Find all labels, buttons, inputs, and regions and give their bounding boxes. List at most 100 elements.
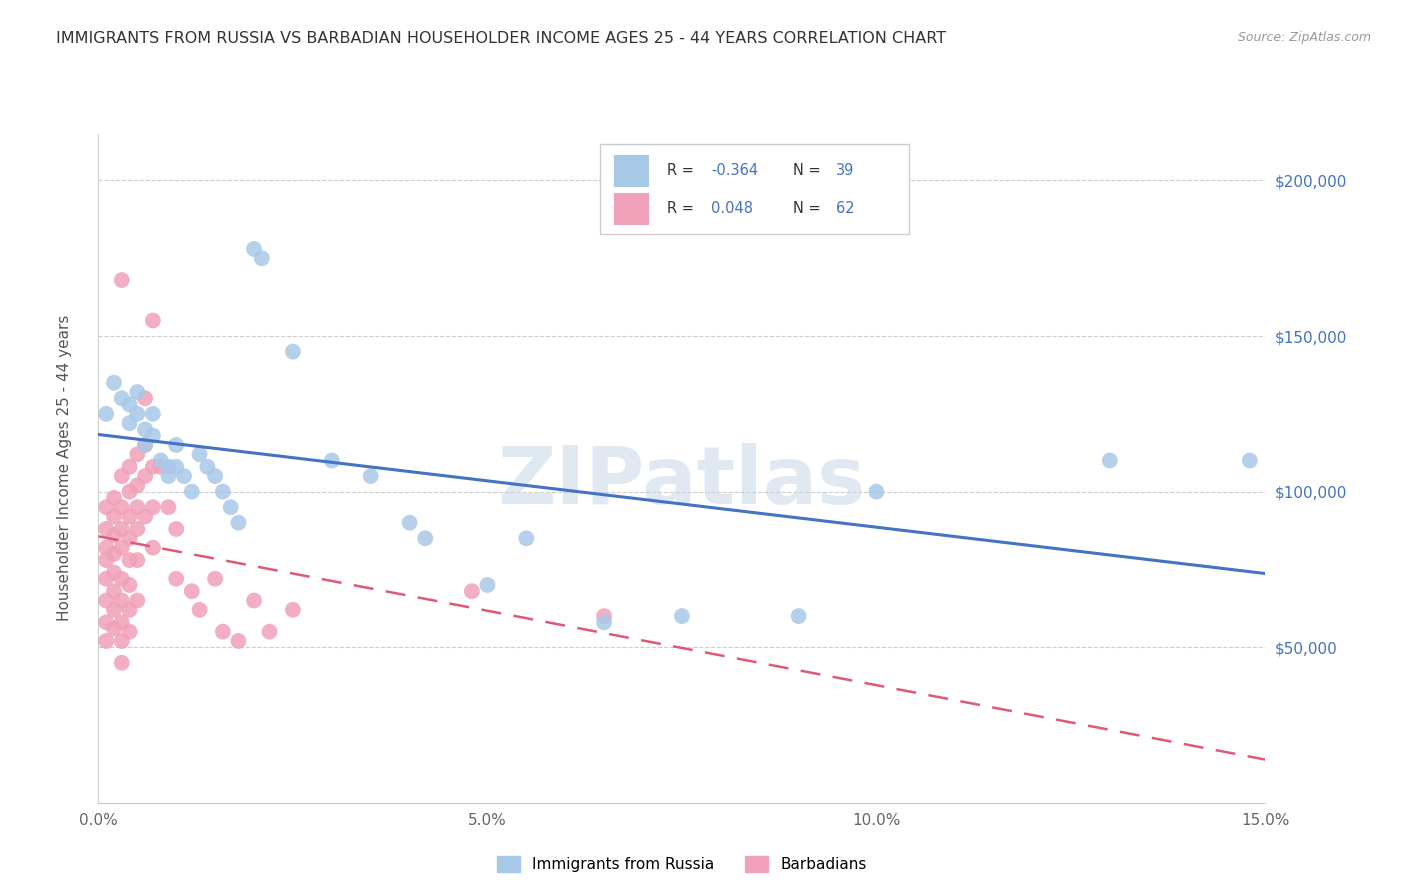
Point <box>111 593 134 607</box>
Point <box>111 469 134 483</box>
Point <box>127 407 149 421</box>
Point <box>96 541 118 555</box>
Point <box>142 407 165 421</box>
Point <box>127 500 149 515</box>
Point <box>118 397 141 411</box>
Point <box>157 469 180 483</box>
Point <box>103 376 125 390</box>
Point <box>477 578 499 592</box>
Point <box>103 547 125 561</box>
Text: N =: N = <box>793 163 825 178</box>
Point <box>165 459 187 474</box>
Point <box>173 469 195 483</box>
Point <box>103 566 125 580</box>
Point <box>103 603 125 617</box>
Text: 39: 39 <box>837 163 855 178</box>
Text: R =: R = <box>666 163 699 178</box>
Point <box>243 593 266 607</box>
Text: R =: R = <box>666 202 699 217</box>
Point <box>134 438 156 452</box>
Point <box>212 624 235 639</box>
Point <box>134 392 156 406</box>
Point <box>103 622 125 636</box>
Point <box>228 516 250 530</box>
Point <box>281 603 304 617</box>
Point <box>96 593 118 607</box>
Point <box>96 407 118 421</box>
Y-axis label: Householder Income Ages 25 - 44 years: Householder Income Ages 25 - 44 years <box>58 315 72 622</box>
Point <box>134 438 156 452</box>
Point <box>250 252 273 266</box>
Point <box>165 522 187 536</box>
Point <box>398 516 420 530</box>
Legend: Immigrants from Russia, Barbadians: Immigrants from Russia, Barbadians <box>498 856 866 872</box>
Point <box>96 572 118 586</box>
Point <box>96 500 118 515</box>
Point <box>118 509 141 524</box>
Point <box>127 478 149 492</box>
Point <box>111 273 134 287</box>
Point <box>118 484 141 499</box>
Point <box>103 491 125 505</box>
Point <box>281 344 304 359</box>
Point <box>111 615 134 630</box>
Point <box>118 531 141 545</box>
Point <box>787 609 810 624</box>
Text: -0.364: -0.364 <box>711 163 758 178</box>
Point <box>157 500 180 515</box>
Point <box>180 584 202 599</box>
Point <box>188 447 211 461</box>
Text: ZIPatlas: ZIPatlas <box>498 442 866 521</box>
Point <box>228 634 250 648</box>
Point <box>243 242 266 256</box>
Point <box>127 447 149 461</box>
Point <box>127 593 149 607</box>
Point <box>259 624 281 639</box>
Text: N =: N = <box>793 202 825 217</box>
Point <box>195 459 218 474</box>
Point <box>865 484 887 499</box>
Point <box>142 541 165 555</box>
Text: Source: ZipAtlas.com: Source: ZipAtlas.com <box>1237 31 1371 45</box>
Point <box>134 509 156 524</box>
Point <box>111 541 134 555</box>
Point <box>1239 453 1261 467</box>
Point <box>593 609 616 624</box>
Point <box>360 469 382 483</box>
Point <box>111 634 134 648</box>
Point <box>111 392 134 406</box>
Point <box>142 313 165 327</box>
Point <box>188 603 211 617</box>
Point <box>212 484 235 499</box>
Point <box>103 584 125 599</box>
Point <box>111 500 134 515</box>
Point <box>96 615 118 630</box>
Point <box>134 469 156 483</box>
Point <box>165 572 187 586</box>
Point <box>96 553 118 567</box>
Bar <box>600 144 910 235</box>
Point <box>96 634 118 648</box>
Point <box>111 572 134 586</box>
Point <box>118 624 141 639</box>
Point <box>118 578 141 592</box>
Point <box>118 459 141 474</box>
Point <box>180 484 202 499</box>
Point <box>103 509 125 524</box>
Point <box>671 609 693 624</box>
Point <box>461 584 484 599</box>
Point <box>142 459 165 474</box>
Point <box>118 416 141 430</box>
Point <box>118 603 141 617</box>
Point <box>204 469 226 483</box>
Bar <box>614 193 650 225</box>
Point <box>103 528 125 542</box>
Point <box>321 453 343 467</box>
Point <box>111 522 134 536</box>
Point <box>127 385 149 400</box>
Point <box>127 522 149 536</box>
Bar <box>614 155 650 187</box>
Point <box>165 438 187 452</box>
Point <box>149 453 172 467</box>
Point <box>127 553 149 567</box>
